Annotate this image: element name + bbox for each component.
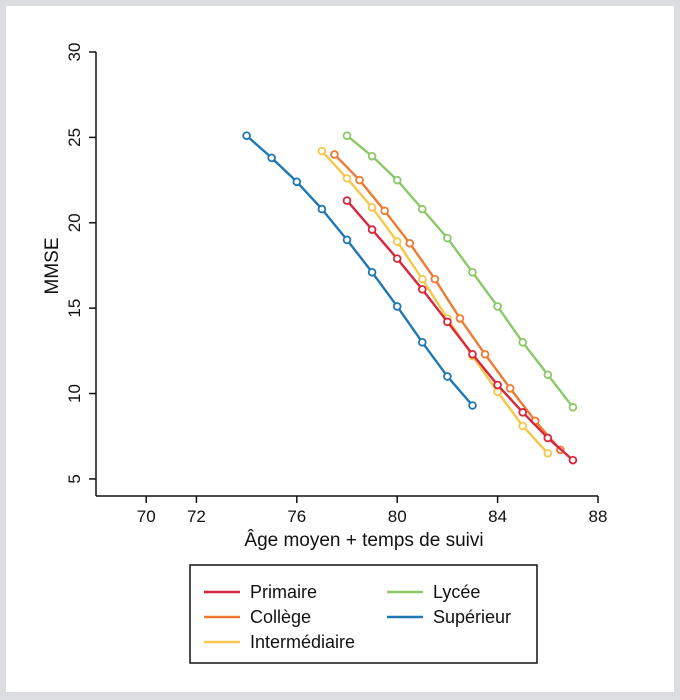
data-point — [493, 302, 502, 311]
legend-label: Intermédiaire — [250, 632, 355, 652]
data-point — [568, 402, 578, 412]
legend: Primaire Collège Intermédiaire Lycée Supérie… — [189, 564, 538, 664]
data-point — [543, 370, 553, 380]
data-point — [342, 235, 352, 245]
data-point — [443, 372, 452, 381]
x-tick-label: 72 — [187, 507, 206, 526]
data-point — [455, 314, 465, 323]
series-Lycée — [342, 131, 578, 412]
data-point — [380, 206, 389, 216]
series-group — [242, 131, 578, 465]
data-point — [405, 238, 415, 248]
axes — [95, 52, 598, 497]
data-point — [355, 175, 364, 185]
data-point — [443, 233, 452, 243]
x-tick-label: 80 — [388, 507, 407, 526]
data-point — [367, 151, 377, 161]
data-point — [342, 196, 352, 205]
chart: 70 72 76 80 84 88 5 10 15 20 25 30 Âge moyen + temp… — [42, 43, 607, 664]
series-Intermédiaire — [317, 146, 553, 458]
y-tick-label: 10 — [65, 384, 84, 403]
legend-item: Primaire — [204, 582, 317, 602]
data-point — [417, 204, 427, 214]
data-point — [317, 146, 327, 156]
data-point — [367, 267, 377, 277]
y-tick-label: 20 — [65, 213, 84, 232]
data-point — [480, 349, 490, 359]
data-point — [417, 285, 427, 294]
data-point — [242, 131, 251, 140]
data-point — [468, 267, 477, 277]
y-tick-label: 25 — [65, 128, 84, 147]
legend-item: Intermédiaire — [204, 632, 355, 652]
data-point — [392, 175, 402, 185]
data-point — [342, 174, 352, 183]
data-point — [468, 401, 477, 410]
data-point — [468, 349, 477, 359]
data-point — [342, 131, 352, 140]
data-point — [292, 177, 302, 187]
data-point — [330, 150, 339, 159]
ticks: 70 72 76 80 84 88 5 10 15 20 25 30 — [65, 43, 607, 526]
y-axis-label: MMSE — [42, 238, 63, 295]
data-point — [493, 387, 502, 397]
data-point — [392, 254, 402, 263]
y-tick-label: 30 — [65, 43, 84, 62]
y-tick-label: 15 — [65, 299, 84, 318]
data-point — [493, 380, 502, 390]
data-point — [417, 338, 427, 347]
data-point — [518, 408, 527, 417]
data-point — [518, 421, 527, 431]
legend-label: Lycée — [433, 582, 480, 602]
data-point — [367, 203, 377, 212]
legend-box — [189, 564, 538, 664]
x-tick-label: 70 — [137, 507, 156, 526]
data-point — [267, 153, 277, 163]
x-tick-label: 88 — [589, 507, 608, 526]
data-point — [568, 455, 578, 465]
x-axis-label: Âge moyen + temps de suivi — [244, 529, 483, 551]
data-point — [367, 225, 377, 234]
x-tick-label: 84 — [488, 507, 507, 526]
data-point — [543, 433, 553, 443]
data-point — [430, 274, 440, 284]
legend-label: Primaire — [250, 582, 317, 602]
x-tick-label: 76 — [287, 507, 306, 526]
series-line — [333, 153, 562, 451]
legend-item: Supérieur — [387, 607, 511, 627]
series-line — [245, 134, 474, 407]
data-point — [518, 338, 527, 347]
data-point — [543, 449, 553, 458]
data-point — [443, 317, 452, 327]
y-tick-label: 5 — [65, 474, 84, 483]
series-line — [321, 150, 549, 455]
series-line — [346, 199, 574, 462]
data-point — [317, 204, 327, 214]
legend-label: Collège — [250, 607, 311, 627]
data-point — [417, 274, 427, 284]
data-point — [392, 237, 402, 246]
series-Supérieur — [242, 131, 477, 410]
legend-label: Supérieur — [433, 607, 511, 627]
series-Collège — [330, 150, 565, 455]
data-point — [505, 384, 515, 393]
series-Primaire — [342, 196, 578, 465]
legend-item: Lycée — [387, 582, 480, 602]
series-line — [346, 134, 574, 408]
legend-item: Collège — [204, 607, 311, 627]
data-point — [392, 302, 402, 311]
